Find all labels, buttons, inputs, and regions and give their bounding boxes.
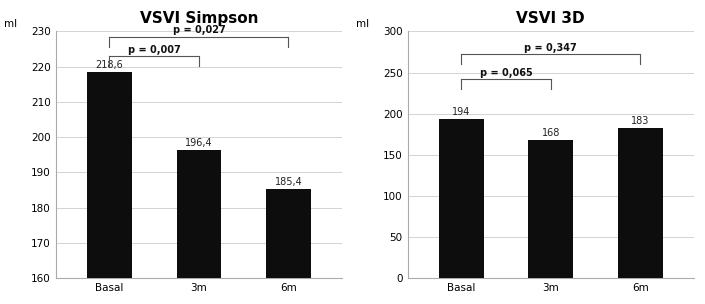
Bar [618,128,663,278]
Bar [528,140,573,278]
Text: p = 0,027: p = 0,027 [173,26,226,36]
Bar [176,150,221,278]
Text: 185,4: 185,4 [274,177,302,187]
Text: 194: 194 [452,107,470,117]
Title: VSVI Simpson: VSVI Simpson [140,11,258,26]
Text: 196,4: 196,4 [185,138,213,148]
Text: p = 0,347: p = 0,347 [525,43,577,53]
Bar [87,72,132,278]
Bar [439,119,484,278]
Text: ml: ml [4,19,18,29]
Text: p = 0,065: p = 0,065 [479,68,532,78]
Text: 218,6: 218,6 [96,60,123,70]
Title: VSVI 3D: VSVI 3D [517,11,585,26]
Text: p = 0,007: p = 0,007 [128,45,180,55]
Bar [266,188,311,278]
Text: 168: 168 [541,128,560,138]
Text: 183: 183 [631,116,649,126]
Text: ml: ml [356,19,369,29]
